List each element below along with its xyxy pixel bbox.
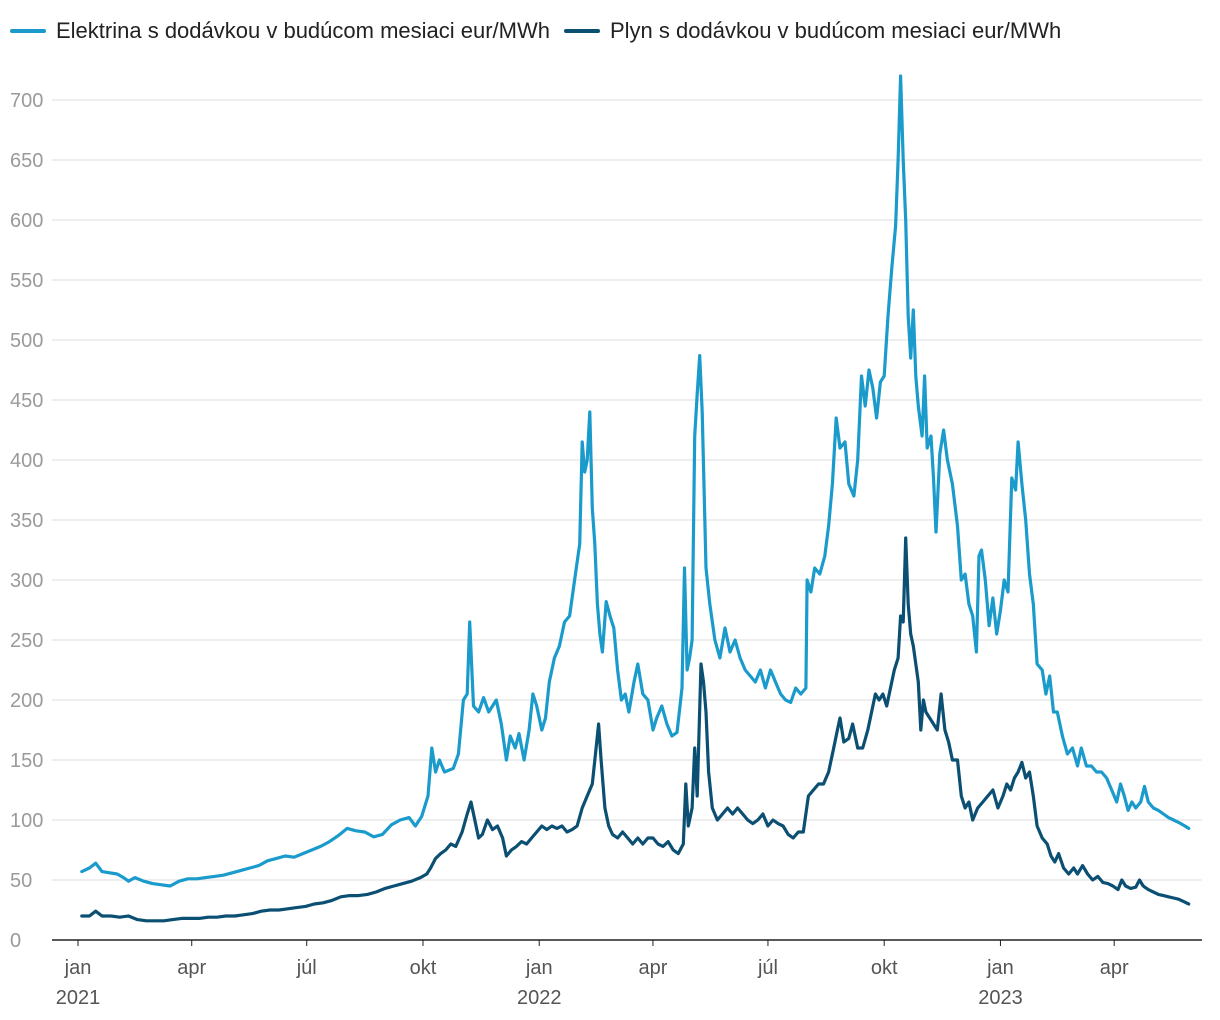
x-tick-label-1: apr <box>177 957 206 979</box>
legend: Elektrina s dodávkou v budúcom mesiaci e… <box>10 18 1075 44</box>
legend-label-plyn: Plyn s dodávkou v budúcom mesiaci eur/MW… <box>610 18 1062 43</box>
legend-swatch-plyn <box>564 29 600 33</box>
x-tick-year-0: 2021 <box>56 987 101 1009</box>
y-tick-label-150: 150 <box>10 750 43 772</box>
y-tick-label-300: 300 <box>10 570 43 592</box>
x-tick-label-3: okt <box>410 957 437 979</box>
x-tick-year-4: 2022 <box>517 987 562 1009</box>
y-tick-label-400: 400 <box>10 450 43 472</box>
x-tick-label-5: apr <box>639 957 668 979</box>
x-tick-label-2: júl <box>296 957 317 979</box>
x-tick-label-6: júl <box>757 957 778 979</box>
x-tick-label-8: jan <box>986 957 1014 979</box>
y-tick-label-200: 200 <box>10 690 43 712</box>
y-tick-label-450: 450 <box>10 390 43 412</box>
x-tick-label-0: jan <box>64 957 92 979</box>
x-tick-label-9: apr <box>1100 957 1129 979</box>
legend-item-plyn: Plyn s dodávkou v budúcom mesiaci eur/MW… <box>564 18 1061 44</box>
x-tick-label-7: okt <box>871 957 898 979</box>
y-tick-label-0: 0 <box>10 930 21 952</box>
y-tick-label-500: 500 <box>10 330 43 352</box>
y-tick-label-250: 250 <box>10 630 43 652</box>
y-tick-label-100: 100 <box>10 810 43 832</box>
series-line-elektrina <box>80 74 1191 888</box>
y-tick-label-550: 550 <box>10 270 43 292</box>
y-tick-label-350: 350 <box>10 510 43 532</box>
legend-label-elektrina: Elektrina s dodávkou v budúcom mesiaci e… <box>56 18 550 43</box>
x-tick-label-4: jan <box>525 957 553 979</box>
legend-swatch-elektrina <box>10 29 46 33</box>
x-tick-year-8: 2023 <box>978 987 1023 1009</box>
series-line-plyn <box>80 536 1191 923</box>
y-tick-label-50: 50 <box>10 870 32 892</box>
y-tick-label-650: 650 <box>10 150 43 172</box>
y-tick-label-600: 600 <box>10 210 43 232</box>
legend-item-elektrina: Elektrina s dodávkou v budúcom mesiaci e… <box>10 18 550 44</box>
y-tick-label-700: 700 <box>10 90 43 112</box>
